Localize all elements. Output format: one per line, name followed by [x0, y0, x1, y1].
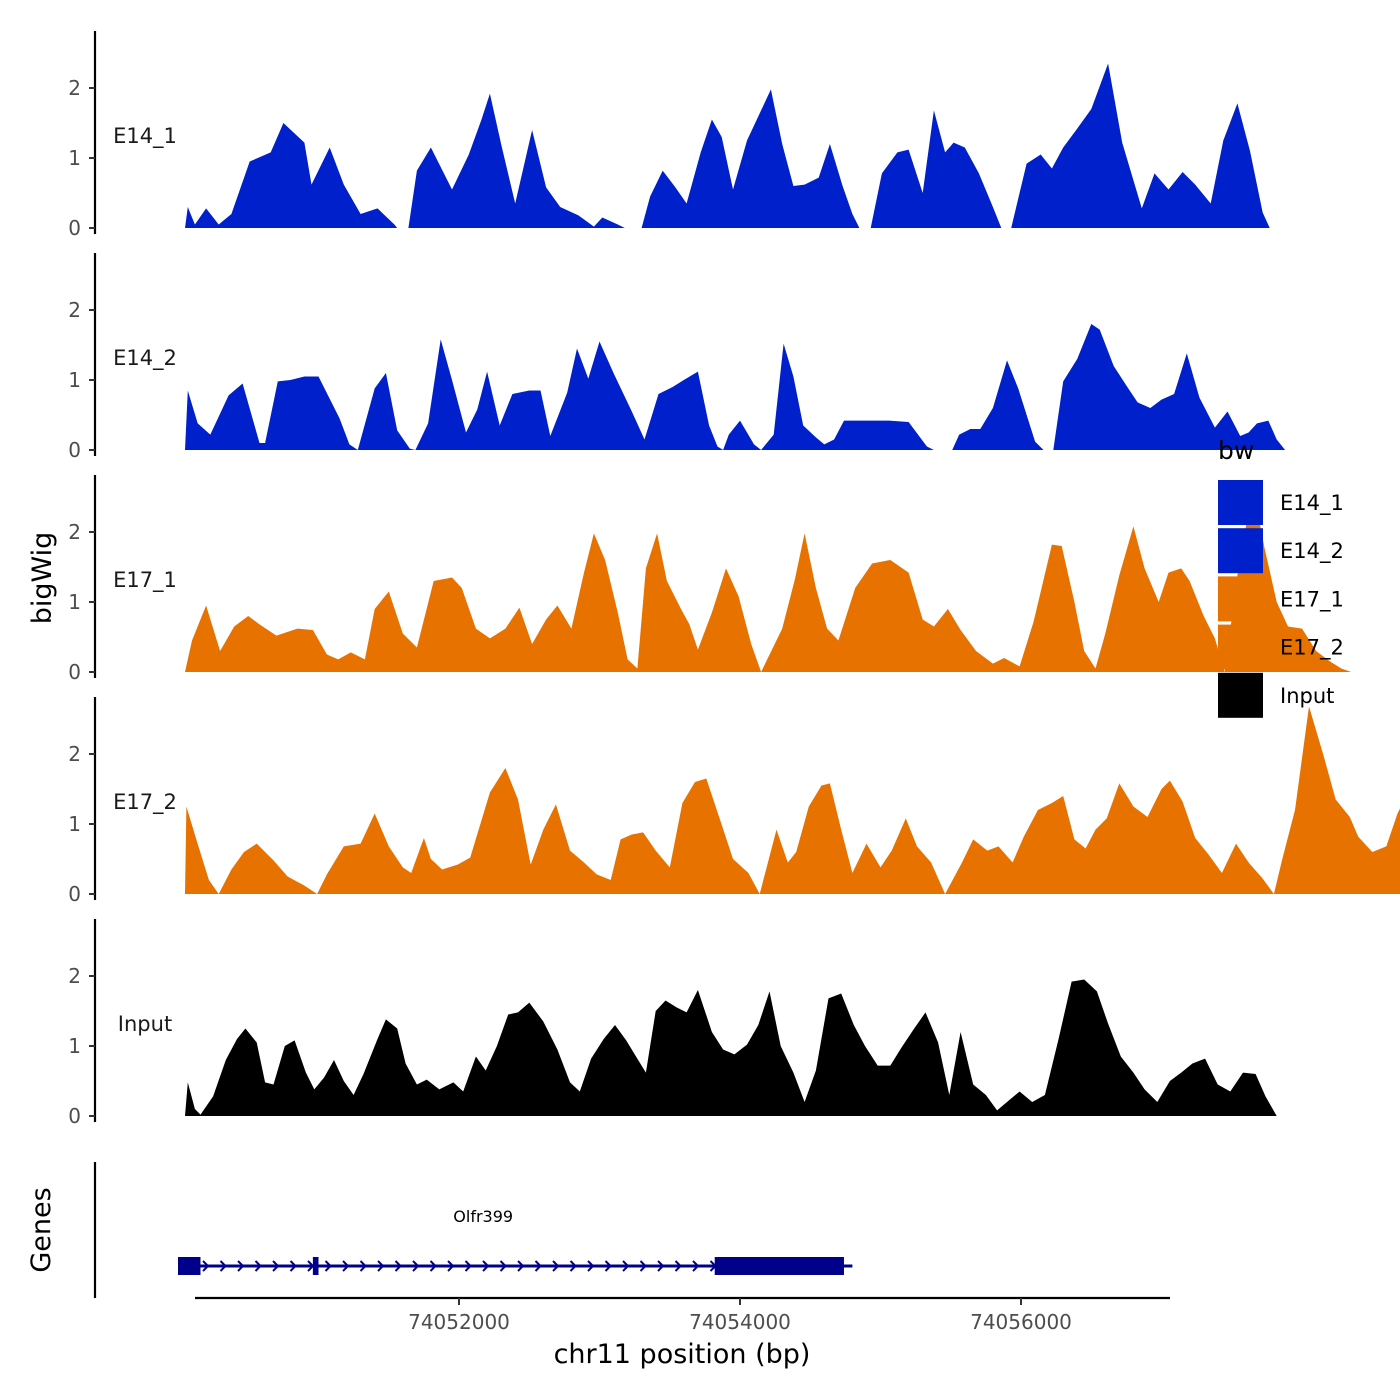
signal-area-E17_2 [185, 706, 1400, 894]
gene-strand-arrow [464, 1260, 472, 1272]
legend-label-E14_1: E14_1 [1280, 491, 1344, 516]
x-tick-label-74054000: 74054000 [689, 1310, 791, 1334]
gene-models: Olfr399 [178, 1207, 853, 1275]
gene-strand-arrow [289, 1260, 297, 1272]
genes-panel: Genes Olfr399 [26, 1162, 853, 1298]
track-label-E17_1: E17_1 [113, 568, 177, 593]
y-tick-label-Input-0: 0 [68, 1104, 81, 1128]
legend-label-E14_2: E14_2 [1280, 539, 1344, 564]
y-tick-label-E14_1-0: 0 [68, 216, 81, 240]
gene-strand-arrow [674, 1260, 682, 1272]
y-tick-label-E17_1-2: 2 [68, 520, 81, 544]
track-label-E17_2: E17_2 [113, 790, 177, 815]
y-tick-label-E17_2-0: 0 [68, 882, 81, 906]
y-tick-label-E14_1-1: 1 [68, 146, 81, 170]
y-axis-title: bigWig [27, 532, 58, 625]
track-E17_2: 0 1 2 E17_2 [68, 697, 1400, 906]
legend-swatch-E17_2 [1218, 624, 1263, 670]
y-tick-label-E17_2-1: 1 [68, 812, 81, 836]
legend-item-E17_1: E17_1 [1218, 576, 1344, 622]
gene-strand-arrow [429, 1260, 437, 1272]
y-tick-label-E14_1-2: 2 [68, 76, 81, 100]
gene-strand-arrow [517, 1260, 525, 1272]
gene-strand-arrow [377, 1260, 385, 1272]
track-label-Input: Input [118, 1012, 172, 1036]
x-axis-ticks: 74052000 74054000 74056000 [408, 1298, 1072, 1334]
legend-items: E14_1 E14_2 E17_1 E17_2 Input [1218, 480, 1344, 718]
gene-strand-arrow [394, 1260, 402, 1272]
gene-strand-arrow [219, 1260, 227, 1272]
gene-strand-arrow [692, 1260, 700, 1272]
y-tick-label-E14_2-2: 2 [68, 298, 81, 322]
legend: bw E14_1 E14_2 E17_1 E17_2 Input [1218, 436, 1344, 718]
y-tick-label-E14_2-1: 1 [68, 368, 81, 392]
gene-strand-arrow [254, 1260, 262, 1272]
track-Input: 0 1 2 Input [68, 919, 1277, 1128]
gene-exon-2 [312, 1257, 319, 1275]
y-tick-label-E14_2-0: 0 [68, 438, 81, 462]
gene-Olfr399: Olfr399 [178, 1207, 853, 1275]
gene-strand-arrow [342, 1260, 350, 1272]
gene-strand-arrow [639, 1260, 647, 1272]
track-label-E14_2: E14_2 [113, 346, 177, 371]
x-tick-label-74056000: 74056000 [970, 1310, 1072, 1334]
gene-strand-arrow [587, 1260, 595, 1272]
gene-strand-arrow [412, 1260, 420, 1272]
legend-swatch-E17_1 [1218, 576, 1263, 622]
gene-strand-arrow [237, 1260, 245, 1272]
gene-strand-arrow [202, 1260, 210, 1272]
signal-area-Input [185, 979, 1277, 1116]
legend-item-Input: Input [1218, 672, 1334, 718]
gene-strand-arrow [359, 1260, 367, 1272]
track-panels: 0 1 2 E14_1 0 1 2 E14_2 0 1 2 E17_1 0 1 2 E17_2 0 1 2 Input [68, 31, 1400, 1128]
genes-panel-title: Genes [26, 1187, 57, 1272]
gene-strand-arrow [499, 1260, 507, 1272]
y-tick-label-Input-1: 1 [68, 1034, 81, 1058]
y-tick-label-E17_1-0: 0 [68, 660, 81, 684]
legend-item-E17_2: E17_2 [1218, 624, 1344, 670]
signal-area-E17_1 [185, 486, 1352, 672]
legend-swatch-E14_2 [1218, 528, 1263, 574]
y-tick-label-E17_1-1: 1 [68, 590, 81, 614]
signal-area-E14_2 [185, 324, 1286, 450]
gene-strand-arrow [447, 1260, 455, 1272]
legend-item-E14_1: E14_1 [1218, 480, 1344, 525]
gene-strand-arrow [324, 1260, 332, 1272]
gene-exon-1 [178, 1257, 201, 1275]
legend-swatch-Input [1218, 672, 1263, 718]
gene-strand-arrow [622, 1260, 630, 1272]
x-axis-title: chr11 position (bp) [554, 1339, 811, 1370]
legend-item-E14_2: E14_2 [1218, 528, 1344, 574]
track-E17_1: 0 1 2 E17_1 [68, 475, 1352, 684]
legend-label-Input: Input [1280, 684, 1334, 708]
legend-label-E17_1: E17_1 [1280, 587, 1344, 612]
track-E14_2: 0 1 2 E14_2 [68, 253, 1286, 462]
y-tick-label-Input-2: 2 [68, 964, 81, 988]
x-tick-label-74052000: 74052000 [408, 1310, 510, 1334]
signal-area-E14_1 [185, 63, 1270, 228]
track-label-E14_1: E14_1 [113, 124, 177, 149]
gene-exon-3 [714, 1257, 844, 1275]
gene-strand-arrow [534, 1260, 542, 1272]
gene-strand-arrow [482, 1260, 490, 1272]
track-E14_1: 0 1 2 E14_1 [68, 31, 1270, 240]
gene-strand-arrow [569, 1260, 577, 1272]
gene-name-label: Olfr399 [453, 1207, 513, 1226]
gene-strand-arrow [272, 1260, 280, 1272]
legend-title: bw [1218, 436, 1254, 465]
legend-swatch-E14_1 [1218, 480, 1263, 525]
legend-label-E17_2: E17_2 [1280, 636, 1344, 661]
gene-strand-arrow [657, 1260, 665, 1272]
y-tick-label-E17_2-2: 2 [68, 742, 81, 766]
gene-strand-arrow [552, 1260, 560, 1272]
gene-strand-arrow [604, 1260, 612, 1272]
x-axis: 74052000 74054000 74056000 chr11 position … [195, 1296, 1170, 1370]
